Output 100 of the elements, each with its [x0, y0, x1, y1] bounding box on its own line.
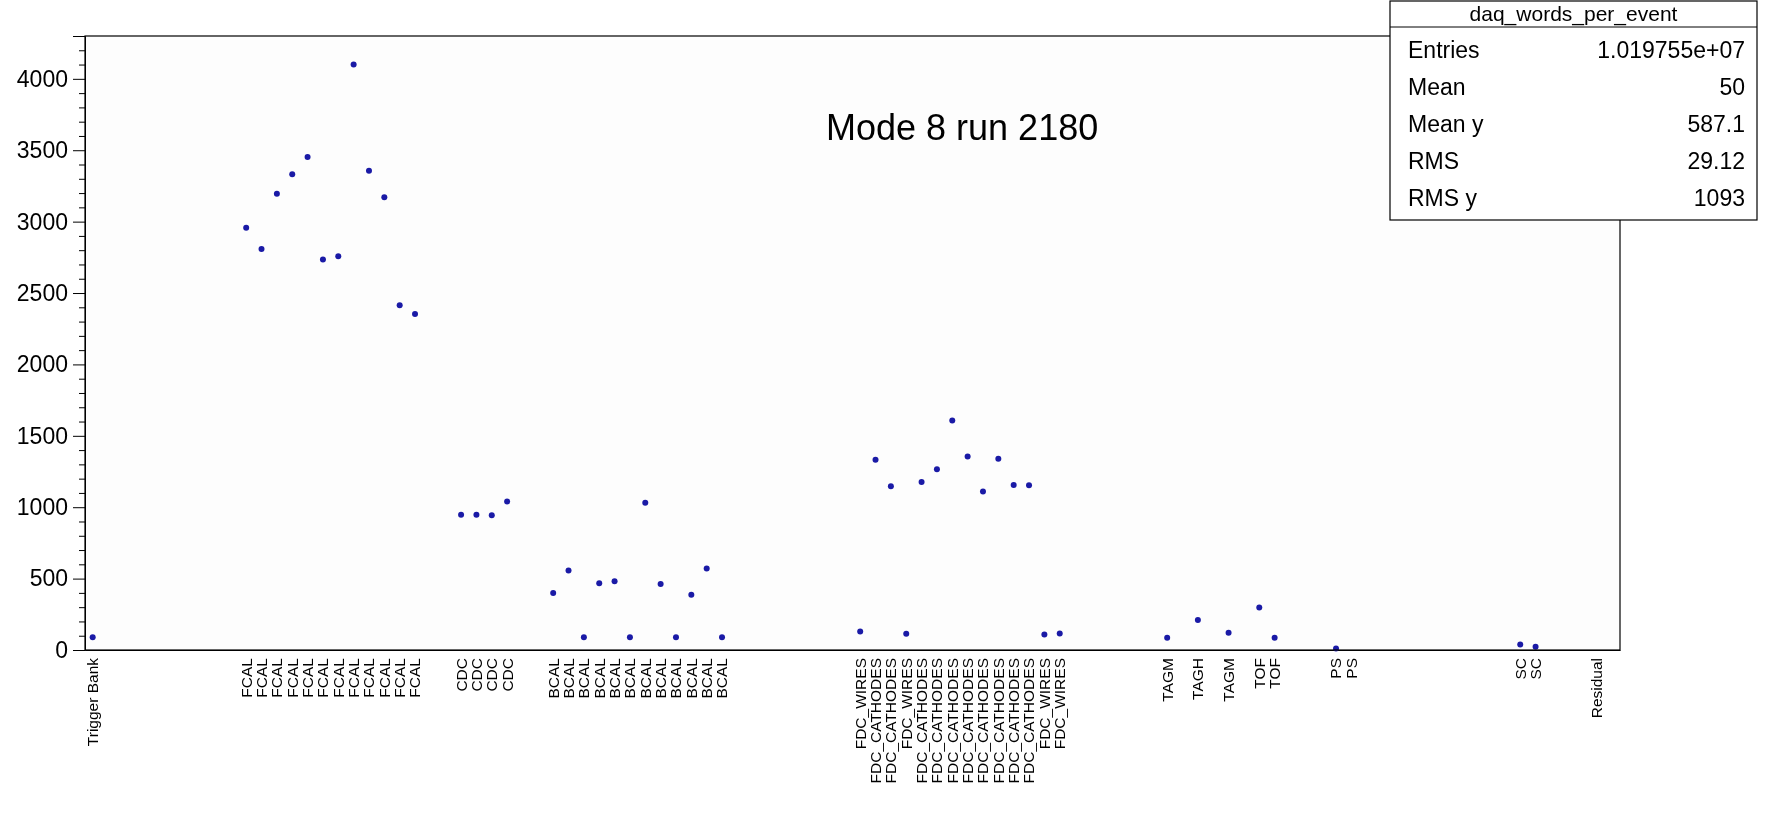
x-tick-label: TAGM	[1158, 658, 1176, 702]
x-tick-label: FCAL	[268, 657, 286, 698]
point	[550, 589, 557, 596]
x-tick-label: BCAL	[590, 657, 608, 699]
point	[381, 194, 388, 201]
x-tick-label: FCAL	[345, 657, 363, 698]
y-tick-label: 1000	[16, 494, 68, 521]
y-tick-label: 0	[55, 636, 68, 663]
x-tick-label: PS	[1342, 658, 1360, 679]
y-tick-label: 3500	[16, 137, 68, 164]
x-tick-label: BCAL	[713, 657, 731, 699]
x-tick-label: TAGH	[1189, 658, 1207, 700]
point	[89, 634, 96, 641]
point	[1041, 631, 1048, 638]
point	[504, 498, 511, 505]
point	[857, 628, 864, 635]
point	[1225, 629, 1232, 636]
point	[396, 302, 403, 309]
point	[1056, 630, 1063, 637]
x-tick-label: FCAL	[391, 657, 409, 698]
x-tick-label: FDC_CATHODES	[1020, 658, 1038, 784]
y-tick-label: 4000	[16, 65, 68, 92]
x-tick-label: FDC_CATHODES	[928, 658, 946, 784]
x-tick-label: TOF	[1266, 658, 1284, 689]
x-tick-label: SC	[1511, 658, 1529, 680]
point	[903, 630, 910, 637]
text: Mode 8 run 2180	[826, 107, 1099, 148]
x-tick-label: FCAL	[252, 657, 270, 698]
point	[626, 634, 633, 641]
point	[657, 581, 664, 588]
x-tick-label: FCAL	[283, 657, 301, 698]
point	[995, 455, 1002, 462]
x-tick-label: FDC_CATHODES	[959, 658, 977, 784]
point	[304, 154, 311, 161]
x-tick-label: TAGM	[1220, 658, 1237, 702]
point	[1164, 634, 1171, 641]
x-tick-label: TOF	[1250, 658, 1268, 689]
x-tick-label: BCAL	[682, 657, 700, 699]
x-tick-label: FCAL	[360, 657, 378, 698]
point	[273, 190, 280, 197]
x-tick-label: FDC_WIRES	[851, 658, 869, 750]
point	[703, 565, 710, 572]
point	[979, 488, 986, 495]
x-tick-label: Trigger Bank	[84, 657, 102, 747]
x-tick-label: FDC_CATHODES	[866, 658, 884, 784]
x-tick-label: BCAL	[606, 657, 623, 699]
x-tick-label: BCAL	[575, 657, 593, 699]
x-tick-label: FCAL	[299, 657, 316, 698]
x-tick-label: BCAL	[544, 657, 562, 699]
point	[949, 417, 956, 424]
text: Mean 50	[1408, 73, 1745, 100]
text: RMS y 1093	[1408, 184, 1745, 211]
x-tick-label: FCAL	[314, 657, 332, 698]
point	[964, 453, 971, 460]
point	[289, 171, 296, 178]
point	[1010, 482, 1017, 489]
x-tick-label: Residual	[1588, 658, 1606, 719]
x-tick-label: FCAL	[237, 657, 255, 698]
y-tick-label: 1500	[16, 422, 68, 449]
point	[458, 511, 465, 518]
point	[258, 245, 265, 252]
point	[933, 466, 940, 473]
chart-title: daq_words_per_event	[1469, 2, 1678, 27]
text: RMS 29.12	[1408, 147, 1745, 174]
y-tick-label: 2000	[16, 351, 68, 378]
text: Entries 1.019755e+07	[1408, 36, 1745, 63]
point	[1517, 641, 1524, 648]
y-tick-label: 500	[29, 565, 68, 592]
point	[918, 478, 925, 485]
x-tick-label: FCAL	[329, 657, 347, 698]
point	[1256, 604, 1263, 611]
x-tick-label: CDC	[452, 658, 470, 692]
point	[365, 167, 372, 174]
x-tick-label: BCAL	[559, 657, 577, 699]
x-tick-label: FDC_WIRES	[897, 658, 915, 750]
point	[488, 512, 495, 519]
point	[872, 456, 879, 463]
y-tick-label: 2500	[16, 279, 68, 306]
x-tick-label: CDC	[498, 658, 516, 692]
point	[1194, 617, 1201, 624]
point	[642, 499, 649, 506]
x-tick-label: FDC_CATHODES	[913, 658, 930, 784]
point	[473, 511, 480, 518]
x-tick-label: FDC_CATHODES	[989, 658, 1007, 784]
x-tick-label: FDC_CATHODES	[882, 658, 900, 784]
x-tick-label: FCAL	[406, 657, 424, 698]
y-tick-label: 3000	[16, 208, 68, 235]
x-tick-label: BCAL	[621, 657, 639, 699]
x-tick-label: FDC_WIRES	[1035, 658, 1053, 750]
point	[412, 311, 419, 318]
point	[887, 483, 894, 490]
point	[719, 634, 726, 641]
x-tick-label: PS	[1327, 658, 1345, 679]
x-tick-label: FDC_WIRES	[1051, 658, 1069, 750]
x-tick-label: CDC	[483, 658, 501, 692]
point	[596, 580, 603, 587]
x-tick-label: CDC	[467, 658, 485, 692]
point	[319, 256, 326, 263]
point	[1271, 634, 1278, 641]
x-tick-label: BCAL	[636, 657, 654, 699]
